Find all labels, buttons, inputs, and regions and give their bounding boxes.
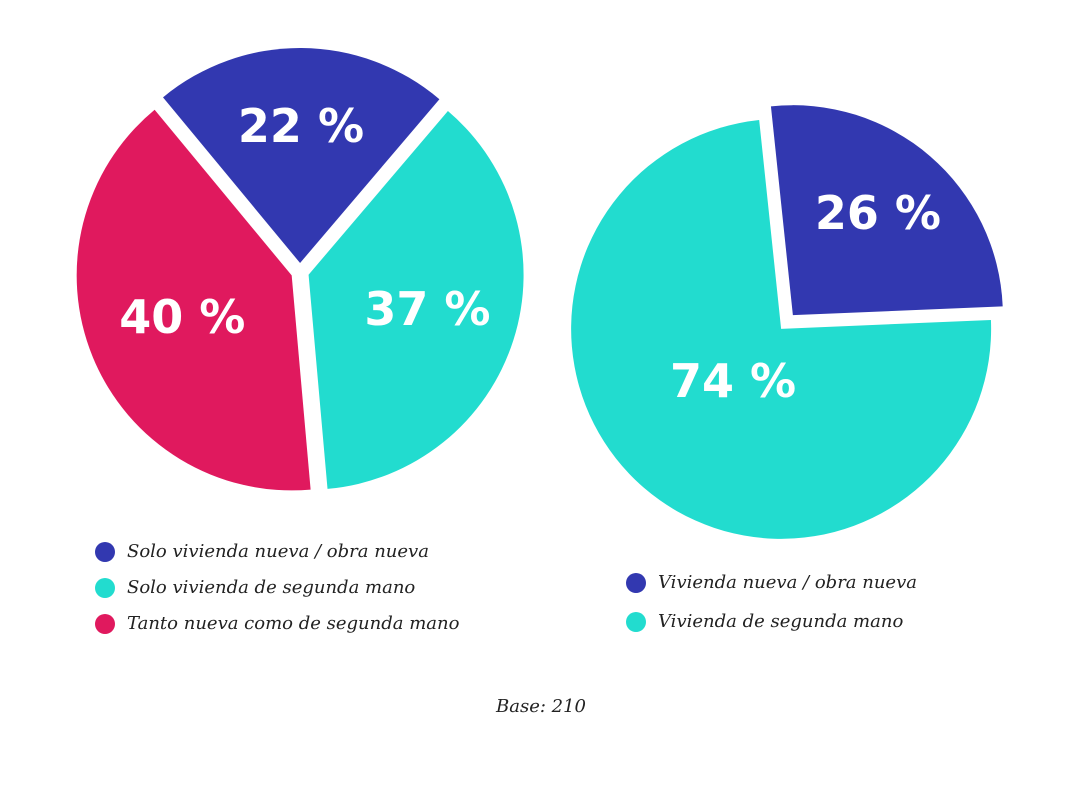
legend-marker xyxy=(95,614,115,634)
legend-label: Vivienda nueva / obra nueva xyxy=(658,572,917,593)
legend-marker xyxy=(626,612,646,632)
pie-slice xyxy=(770,105,1003,316)
pie-slice xyxy=(76,109,311,491)
legend-label: Solo vivienda de segunda mano xyxy=(127,577,415,598)
legend-label: Solo vivienda nueva / obra nueva xyxy=(127,541,429,562)
legend-label: Tanto nueva como de segunda mano xyxy=(127,613,460,634)
legend-marker xyxy=(95,578,115,598)
pie-slice xyxy=(571,119,992,539)
slice-label: 37 % xyxy=(364,282,490,336)
legend-label: Vivienda de segunda mano xyxy=(658,611,903,632)
slice-label: 22 % xyxy=(238,99,364,153)
slice-label: 26 % xyxy=(815,186,941,240)
pie-slice xyxy=(163,48,440,264)
legend-marker xyxy=(95,542,115,562)
slice-label: 74 % xyxy=(670,354,796,408)
base-note: Base: 210 xyxy=(495,696,586,717)
slice-label: 40 % xyxy=(119,290,245,344)
pie-slice xyxy=(308,111,524,489)
legend-marker xyxy=(626,573,646,593)
